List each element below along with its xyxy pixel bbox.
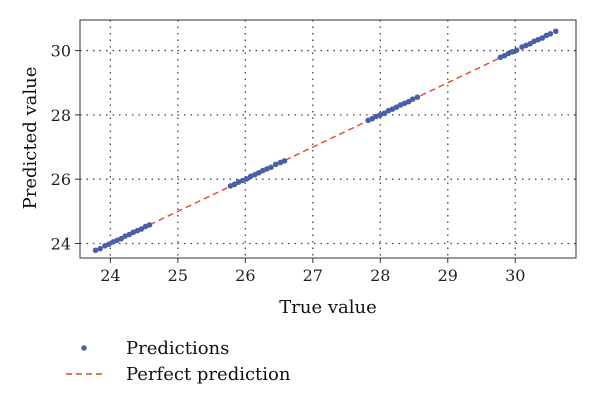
x-tick-label: 27 — [303, 266, 323, 285]
x-tick-label: 26 — [235, 266, 255, 285]
prediction-point — [513, 47, 520, 54]
y-tick-label: 30 — [51, 42, 71, 61]
prediction-point — [243, 176, 250, 182]
prediction-point — [281, 158, 288, 164]
x-tick-label: 28 — [370, 266, 390, 285]
legend-label-perfect-prediction: Perfect prediction — [126, 364, 291, 385]
prediction-point — [527, 41, 533, 47]
prediction-point — [272, 161, 279, 168]
prediction-point — [118, 235, 124, 242]
y-tick-label: 24 — [51, 235, 71, 254]
prediction-point — [146, 222, 153, 228]
legend: Predictions Perfect prediction — [66, 338, 291, 385]
predictions-series — [92, 28, 559, 254]
prediction-point — [138, 226, 145, 232]
prediction-point — [405, 98, 412, 105]
legend-marker-predictions — [81, 345, 87, 351]
prediction-point — [414, 94, 421, 100]
prediction-point — [381, 110, 388, 117]
x-axis-ticks: 24 25 26 27 28 29 30 — [100, 258, 525, 285]
prediction-point — [268, 164, 274, 171]
grid — [80, 20, 576, 258]
y-tick-label: 28 — [51, 106, 71, 125]
perfect-prediction-series — [95, 30, 557, 252]
x-axis-label: True value — [279, 297, 376, 318]
plot-frame — [79, 19, 577, 259]
x-tick-label: 30 — [505, 266, 525, 285]
x-tick-label: 24 — [100, 266, 120, 285]
prediction-point — [92, 247, 99, 254]
x-tick-label: 29 — [438, 266, 458, 285]
prediction-point — [409, 96, 416, 102]
y-tick-label: 26 — [51, 170, 71, 189]
prediction-point — [539, 35, 546, 41]
y-axis-ticks: 24 26 28 30 — [51, 42, 80, 254]
prediction-point — [547, 31, 554, 37]
legend-label-predictions: Predictions — [126, 338, 229, 359]
x-tick-label: 25 — [168, 266, 188, 285]
perfect-prediction-line — [95, 30, 557, 252]
prediction-point — [552, 28, 559, 35]
prediction-point — [97, 245, 104, 252]
y-axis-label: Predicted value — [20, 67, 41, 210]
